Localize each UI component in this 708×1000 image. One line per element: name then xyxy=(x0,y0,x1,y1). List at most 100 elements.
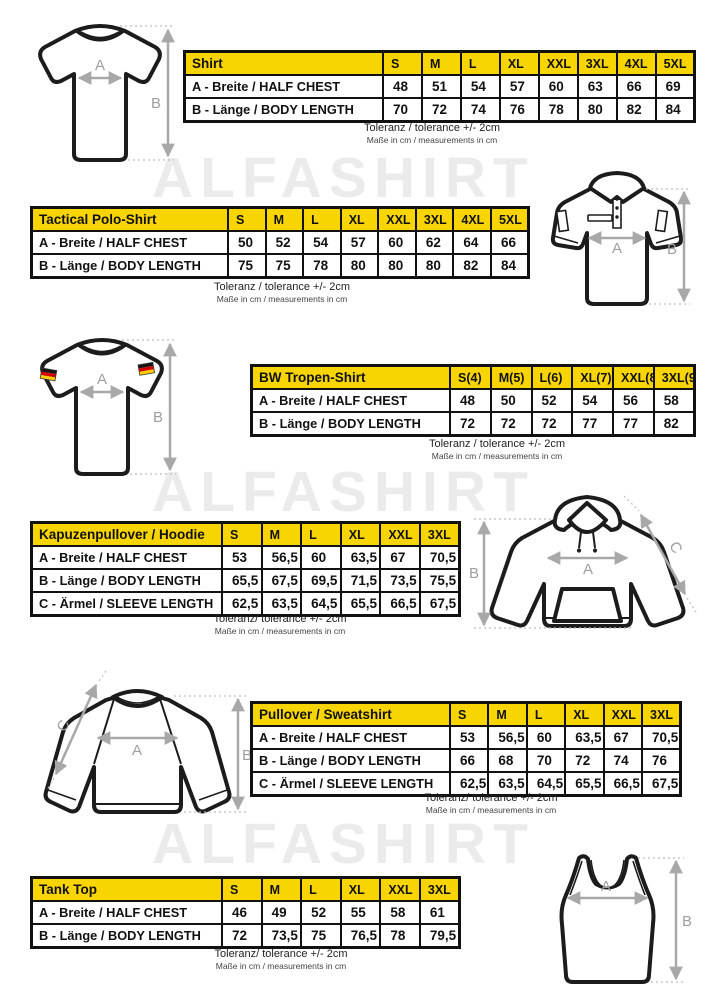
size-column-header: L xyxy=(300,876,342,902)
measure-row-label: B - Länge / BODY LENGTH xyxy=(250,748,451,773)
size-value-cell: 80 xyxy=(339,253,380,279)
size-table-title: BW Tropen-Shirt xyxy=(250,364,451,390)
measurement-row: B - Länge / BODY LENGTH 66 68 70 72 74 76 xyxy=(250,748,682,773)
header-row: Pullover / Sweatshirt S M L XL XXL 3XL xyxy=(250,701,682,727)
size-column-header: M xyxy=(487,701,528,727)
tolerance-line: Toleranz / tolerance +/- 2cm xyxy=(363,122,501,134)
size-value-cell: 76 xyxy=(498,97,540,123)
size-value-cell: 78 xyxy=(379,923,421,949)
size-value-cell: 77 xyxy=(612,411,655,437)
header-row: Kapuzenpullover / Hoodie S M L XL XXL 3XL xyxy=(30,521,461,547)
size-value-cell: 48 xyxy=(449,388,492,413)
measure-row-label: B - Länge / BODY LENGTH xyxy=(30,923,223,949)
measurement-unit-line: Maße in cm / measurements in cm xyxy=(431,451,563,461)
measurement-row: A - Breite / HALF CHEST 53 56,5 60 63,5 67 70,… xyxy=(250,725,682,750)
size-table: Pullover / Sweatshirt S M L XL XXL 3XL A - Brei… xyxy=(250,701,682,797)
size-value-cell: 84 xyxy=(489,253,530,279)
measure-row-label: C - Ärmel / SLEEVE LENGTH xyxy=(250,771,451,797)
size-value-cell: 70 xyxy=(382,97,423,123)
neck-rib-line xyxy=(590,859,625,889)
size-value-cell: 61 xyxy=(418,900,461,925)
size-table-title: Pullover / Sweatshirt xyxy=(250,701,451,727)
size-value-cell: 71,5 xyxy=(339,568,382,593)
measure-label-b: B xyxy=(242,747,252,764)
size-value-cell: 56,5 xyxy=(487,725,528,750)
size-value-cell: 60 xyxy=(525,725,567,750)
size-table: Shirt S M L XL XXL 3XL 4XL 5XL A - Breite / HALF … xyxy=(183,50,696,123)
size-value-cell: 63,5 xyxy=(564,725,605,750)
size-value-cell: 62,5 xyxy=(448,771,490,797)
size-column-header: 3XL xyxy=(418,521,461,547)
tolerance-note: Toleranz/ tolerance +/- 2cm Maße in cm /… xyxy=(425,792,558,815)
size-table: BW Tropen-ShirtS(4)M(5)L(6)XL(7)XXL(8)3X… xyxy=(250,364,696,437)
size-value-cell: 80 xyxy=(377,253,417,279)
measure-label-a: A xyxy=(132,742,142,759)
size-table-title: Shirt xyxy=(183,50,384,76)
header-row: BW Tropen-ShirtS(4)M(5)L(6)XL(7)XXL(8)3X… xyxy=(250,364,696,390)
measure-label-a: A xyxy=(97,371,107,388)
size-value-cell: 56,5 xyxy=(260,545,303,570)
size-column-header: XXL xyxy=(537,50,579,76)
measure-row-label: A - Breite / HALF CHEST xyxy=(30,545,223,570)
drawstring-tip xyxy=(592,548,598,553)
drawstring-tip xyxy=(576,548,582,553)
size-value-cell: 69 xyxy=(654,74,696,99)
measurement-row: A - Breite / HALF CHEST 53 56,5 60 63,5 67 70,… xyxy=(30,545,461,570)
tolerance-note: Toleranz / tolerance +/- 2cm Maße in cm … xyxy=(429,438,565,461)
measurement-unit-line: Maße in cm / measurements in cm xyxy=(425,805,557,815)
size-value-cell: 82 xyxy=(652,411,696,437)
drawstrings xyxy=(578,531,596,549)
size-value-cell: 80 xyxy=(414,253,455,279)
size-value-cell: 50 xyxy=(227,230,267,255)
size-value-cell: 67,5 xyxy=(641,771,682,797)
dotted-leader xyxy=(686,597,697,613)
size-column-header: L xyxy=(300,521,342,547)
measurement-row: B - Länge / BODY LENGTH 75 75 78 80 80 80 82 84 xyxy=(30,253,530,279)
size-column-header: XL xyxy=(564,701,605,727)
measure-row-label: A - Breite / HALF CHEST xyxy=(30,900,223,925)
size-value-cell: 54 xyxy=(571,388,614,413)
size-value-cell: 67,5 xyxy=(418,591,461,617)
measurement-row: A - Breite / HALF CHEST 48 51 54 57 60 63 66 69 xyxy=(183,74,696,99)
measurement-row: C - Ärmel / SLEEVE LENGTH 62,5 63,5 64,5 65,… xyxy=(30,591,461,617)
size-value-cell: 64,5 xyxy=(525,771,567,797)
size-column-header: M xyxy=(260,876,303,902)
size-column-header: XXL xyxy=(602,701,644,727)
sleeve-cuff-lines xyxy=(553,235,681,244)
dotted-leader xyxy=(623,495,640,512)
measurement-unit-line: Maße in cm / measurements in cm xyxy=(216,294,348,304)
tolerance-line: Toleranz / tolerance +/- 2cm xyxy=(213,281,351,293)
measurement-row: B - Länge / BODY LENGTH 72 72 72 77 77 82 xyxy=(250,411,696,437)
hoodie-illustration: A B C xyxy=(469,495,697,629)
measure-row-label: C - Ärmel / SLEEVE LENGTH xyxy=(30,591,223,617)
size-column-header: 5XL xyxy=(654,50,696,76)
sleeve-pocket xyxy=(555,209,570,233)
measurement-unit-line: Maße in cm / measurements in cm xyxy=(214,626,346,636)
size-value-cell: 79,5 xyxy=(418,923,461,949)
kangaroo-pocket xyxy=(552,587,623,623)
tolerance-note: Toleranz / tolerance +/- 2cm Maße in cm … xyxy=(214,281,350,304)
size-value-cell: 60 xyxy=(537,74,579,99)
size-table-shirt: Shirt S M L XL XXL 3XL 4XL 5XL A - Breite / HALF … xyxy=(183,50,696,123)
measure-row-label: B - Länge / BODY LENGTH xyxy=(250,411,451,437)
size-value-cell: 58 xyxy=(379,900,421,925)
german-flag-icon xyxy=(39,367,58,382)
header-row: Shirt S M L XL XXL 3XL 4XL 5XL xyxy=(183,50,696,76)
size-value-cell: 46 xyxy=(221,900,263,925)
collar xyxy=(588,171,646,204)
size-column-header: XL xyxy=(339,521,382,547)
size-value-cell: 64,5 xyxy=(300,591,342,617)
size-table-hoodie: Kapuzenpullover / Hoodie S M L XL XXL 3XL A - B… xyxy=(30,521,461,617)
size-column-header: 3XL xyxy=(414,206,455,232)
size-value-cell: 69,5 xyxy=(300,568,342,593)
size-column-header: L xyxy=(459,50,501,76)
size-value-cell: 82 xyxy=(615,97,657,123)
tolerance-note: Toleranz/ tolerance +/- 2cm Maße in cm /… xyxy=(214,613,347,636)
size-value-cell: 63,5 xyxy=(339,545,382,570)
button xyxy=(615,206,619,210)
tolerance-line: Toleranz/ tolerance +/- 2cm xyxy=(214,948,348,960)
size-value-cell: 63 xyxy=(576,74,618,99)
size-value-cell: 73,5 xyxy=(260,923,303,949)
header-row: Tactical Polo-Shirt S M L XL XXL 3XL 4XL 5XL xyxy=(30,206,530,232)
t-shirt-outline xyxy=(40,338,164,476)
